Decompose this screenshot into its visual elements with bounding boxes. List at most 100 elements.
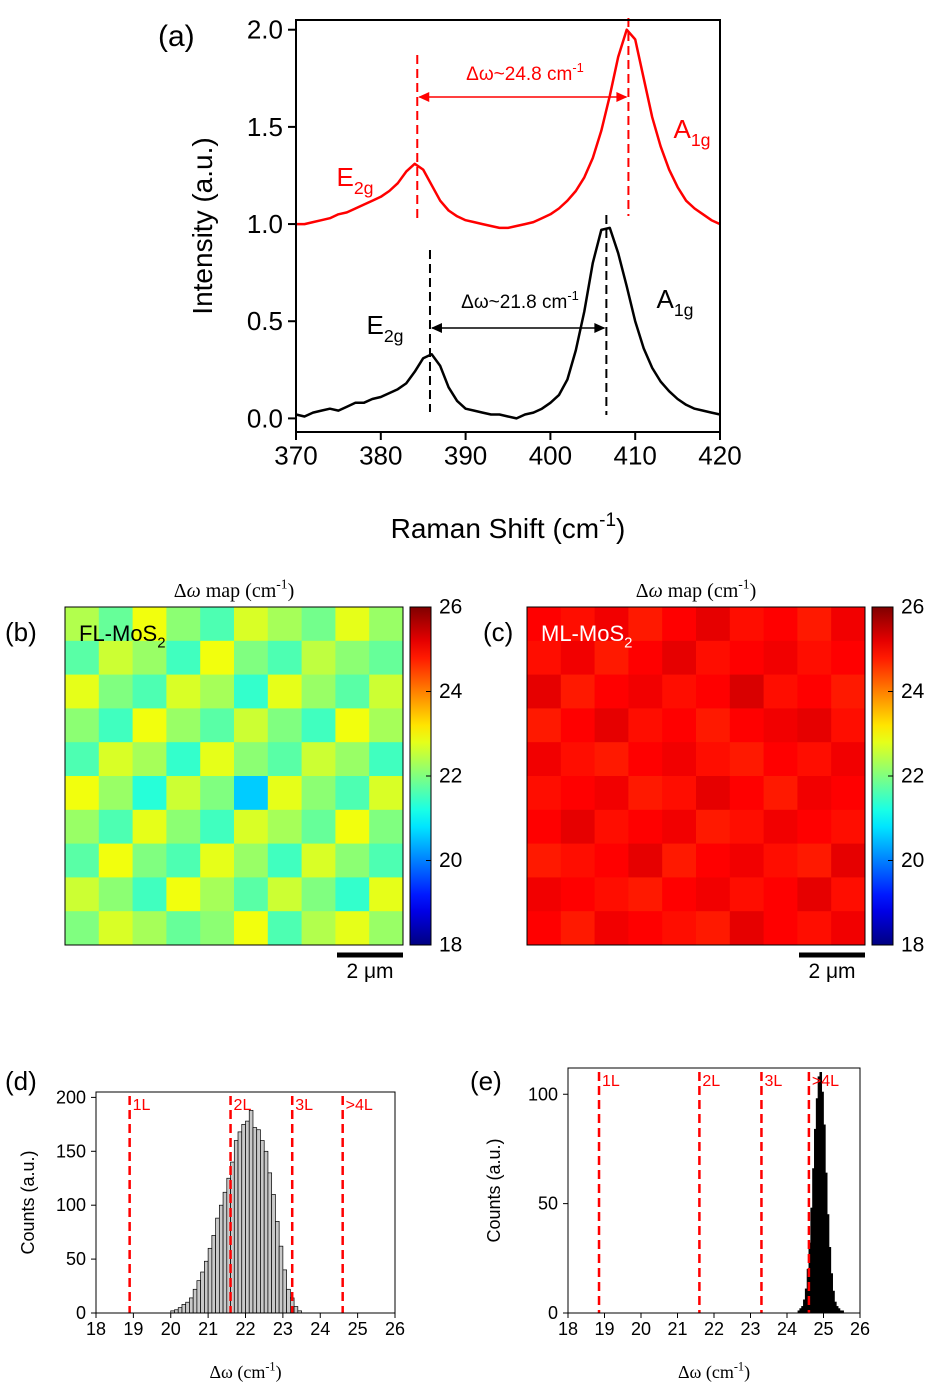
map-cell [369,843,404,878]
map-cell [234,674,269,709]
scale-bar-label: 2 μm [808,960,855,983]
x-tick-label: 19 [594,1319,614,1339]
map-cell [831,742,866,777]
map-cell [594,708,629,743]
map-cell [98,843,134,878]
map-cell [267,809,303,845]
map-cell [560,776,596,811]
x-tick-label: 24 [310,1319,330,1339]
histogram-bar [286,1288,291,1314]
map-cell [696,911,731,946]
map-cell [369,742,404,777]
map-cell [200,640,235,676]
map-cell [65,742,100,777]
text-part: Δω (cm [209,1362,265,1383]
map-cell [560,607,596,642]
map-cell [200,809,235,845]
map-cell [594,607,629,642]
map-cell [98,640,134,676]
map-cell [729,809,765,845]
map-cell [267,911,303,946]
map-cell [628,607,663,642]
map-cell [560,640,596,676]
map-cell [729,877,765,912]
map-cell [166,674,201,709]
map-cell [166,640,201,676]
panel-label: (a) [158,20,195,53]
map-cell [166,911,201,946]
text-part: ) [288,580,295,602]
colorbar-tick-label: 22 [901,765,924,788]
map-cell [831,640,866,676]
annotation: A1g [656,284,693,320]
map-cell [797,674,832,709]
text-part: E [366,310,383,340]
map-cell [234,843,269,878]
map-cell [763,607,798,642]
map-cell [662,674,697,709]
map-cell [234,607,269,642]
map-cell [132,708,167,743]
map-cell [594,742,629,777]
map-cell [98,911,134,946]
map-cell [301,911,336,946]
panel-label: (c) [483,617,513,647]
map-cell [132,674,167,709]
map-cell [696,776,731,811]
map-cell [166,776,201,811]
map-cell [729,708,765,743]
layer-label: >4L [812,1073,839,1090]
map-cell [369,674,404,709]
map-cell [65,674,100,709]
map-cell [65,640,100,676]
annotation: Δω~21.8 cm-1 [461,288,579,313]
y-axis-label: Intensity (a.u.) [187,137,218,314]
map-cell [763,843,798,878]
map-cell [65,809,100,845]
map-cell [166,708,201,743]
map-cell [763,674,798,709]
map-cell [662,708,697,743]
map-cell [594,674,629,709]
map-cell [527,742,562,777]
map-cell [132,742,167,777]
map-cell [560,674,596,709]
text-part: -1 [599,510,616,531]
colorbar-tick-label: 24 [901,680,925,703]
map-cell [369,640,404,676]
text-part: map (cm [201,580,277,602]
histogram-bar [256,1129,261,1314]
map-cell [594,911,629,946]
map-cell [301,607,336,642]
map-cell [98,607,134,642]
map-cell [527,640,562,676]
histogram-bar [192,1288,198,1314]
map-cell [234,640,269,676]
map-cell [729,607,765,642]
map-cell [594,843,629,878]
map-cell [560,742,596,777]
histogram-bar [177,1307,183,1314]
map-cell [267,640,303,676]
text-part: FL-MoS [79,621,157,646]
text-part: Δω~21.8 cm [461,292,567,313]
x-tick-label: 21 [667,1319,687,1339]
colorbar-tick-label: 26 [439,596,462,619]
panel-label: (b) [5,617,37,647]
map-cell [200,843,235,878]
spectrum-line [296,28,721,230]
histogram-bar [200,1271,205,1314]
colorbar-tick-label: 20 [901,849,924,872]
map-cell [267,607,303,642]
map-cell [763,877,798,912]
map-cell [98,742,134,777]
map-cell [335,877,370,912]
map-cell [335,843,370,878]
map-cell [267,742,303,777]
map-cell [200,776,235,811]
map-cell [98,708,134,743]
map-cell [301,742,336,777]
map-cell [831,708,866,743]
text-part: Δω~24.8 cm [466,64,572,85]
